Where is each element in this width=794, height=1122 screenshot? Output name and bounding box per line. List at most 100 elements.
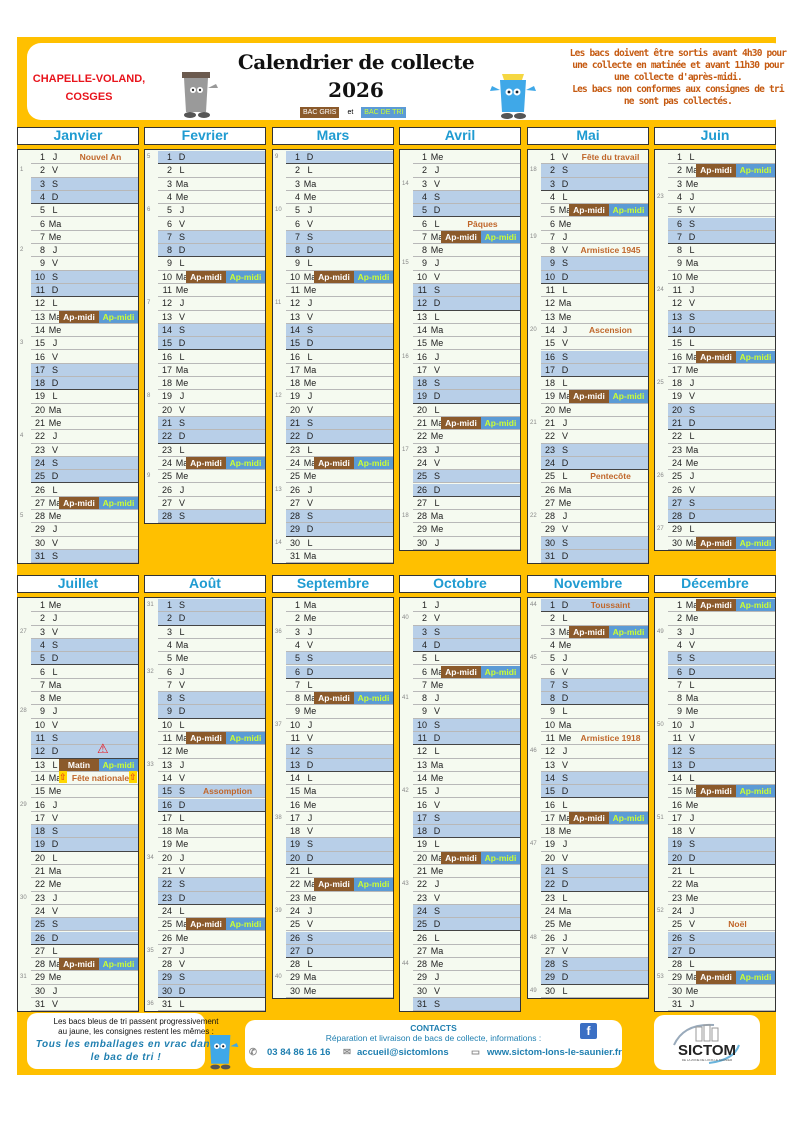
day-row: 24 S [413,904,520,919]
day-row: 25 Me [541,918,648,932]
month-fevrier: 1 D 2 L 3 Ma 4 Me 5 J 6 V 7 S 8 D 9 L 10 Ma Ap-midi Ap-midi 11… [144,149,266,525]
weekday: L [689,245,695,256]
day-number: 3 [549,626,555,637]
weekday: J [689,285,695,295]
day-number: 2 [676,613,682,624]
weekday: V [306,218,313,229]
weekday: Ma [48,404,62,415]
weekday: V [688,298,695,309]
week-number: 9 [147,473,151,480]
day-row: 1 Ma Ap-midi Ap-midi [668,599,775,613]
day-row: 26 L [31,484,138,497]
weekday: Me [558,497,572,508]
bac-tri-collection: Ap-midi [226,918,265,931]
day-number: 5 [294,205,300,216]
day-number: 7 [676,679,682,690]
day-number: 9 [549,258,555,269]
weekday: J [434,972,440,983]
website-link[interactable]: www.sictom-lons-le-saunier.fr [487,1047,622,1058]
day-number: 26 [671,932,682,943]
day-row: 11 S [413,284,520,298]
day-row: 23 Me [668,892,775,905]
bac-tri-collection: Ap-midi [736,599,775,612]
weekday: D [51,285,59,295]
weekday: Me [175,471,189,482]
weekday: V [688,826,695,837]
day-number: 28 [34,959,45,970]
day-number: 31 [34,551,45,561]
day-row: 22 J [31,430,138,444]
day-number: 12 [671,746,682,757]
bac-tri-collection: Ap-midi [226,270,265,283]
weekday: J [179,205,185,216]
weekday: Ma [558,626,572,637]
sictom-logo: SICTOM DE LA ZONE DE LONS LE SAUNIER [654,1015,760,1070]
day-number: 16 [289,351,300,362]
day-number: 18 [34,378,45,389]
day-row: 20 D [668,851,775,865]
email-link[interactable]: accueil@sictomlons [357,1047,449,1058]
week-number: 18 [402,513,409,520]
day-number: 12 [416,298,427,309]
bac-gris-collection: Ap-midi [59,496,99,510]
weekday: Me [558,639,572,650]
day-row: 7 Ma Ap-midi Ap-midi [413,230,520,245]
weekday: J [179,484,185,495]
day-number: 2 [421,613,427,624]
phone-number[interactable]: 03 84 86 16 16 [267,1047,331,1058]
day-number: 29 [34,524,45,535]
arrow-up-icon: ⇧ [59,770,67,783]
weekday: Ma [685,879,699,890]
facebook-icon[interactable]: f [580,1023,597,1039]
day-row: 12 V [668,297,775,311]
day-row: 28 L [286,958,393,972]
weekday: D [433,484,441,495]
day-number: 25 [161,919,172,930]
day-number: 13 [289,311,300,322]
weekday: Ma [303,178,317,189]
day-number: 23 [289,444,300,455]
day-number: 26 [161,932,172,943]
day-row: 13 L Matin Ap-midi [31,758,138,772]
weekday: D [561,457,569,468]
weekday: Me [48,693,62,704]
weekday: S [51,457,58,468]
day-row: 17 Ma Ap-midi Ap-midi [541,811,648,826]
day-number: 19 [671,839,682,850]
commune-line: COSGES [65,91,113,103]
weekday: D [688,231,696,242]
day-row: 16 D [158,798,265,812]
bac-tri-collection: Ap-midi [481,230,520,244]
weekday: Me [430,152,444,162]
day-row: 16 Me [286,799,393,812]
day-number: 10 [544,271,555,282]
day-row: 23 J [31,892,138,905]
contacts-subtitle: Réparation et livraison de bacs de colle… [325,1033,542,1043]
weekday: S [688,653,695,664]
weekday: Me [175,191,189,202]
day-row: 14 V [158,772,265,786]
holiday-label: Pentecôte [590,471,631,482]
weekday: Ma [303,972,317,983]
day-row: 22 S [158,878,265,892]
week-number: 23 [657,193,664,200]
day-number: 3 [166,178,172,189]
day-number: 17 [416,812,427,823]
weekday: Ma [685,600,699,610]
weekday: Ma [558,484,572,495]
weekday: S [51,178,58,189]
weekday: Me [48,324,62,335]
weekday: Me [685,706,699,717]
day-number: 23 [416,444,427,455]
day-row: 26 J [158,484,265,497]
day-row: 24 D [541,456,648,471]
day-row: 15 D [158,337,265,351]
weekday: L [434,497,440,508]
weekday: Me [175,378,189,389]
